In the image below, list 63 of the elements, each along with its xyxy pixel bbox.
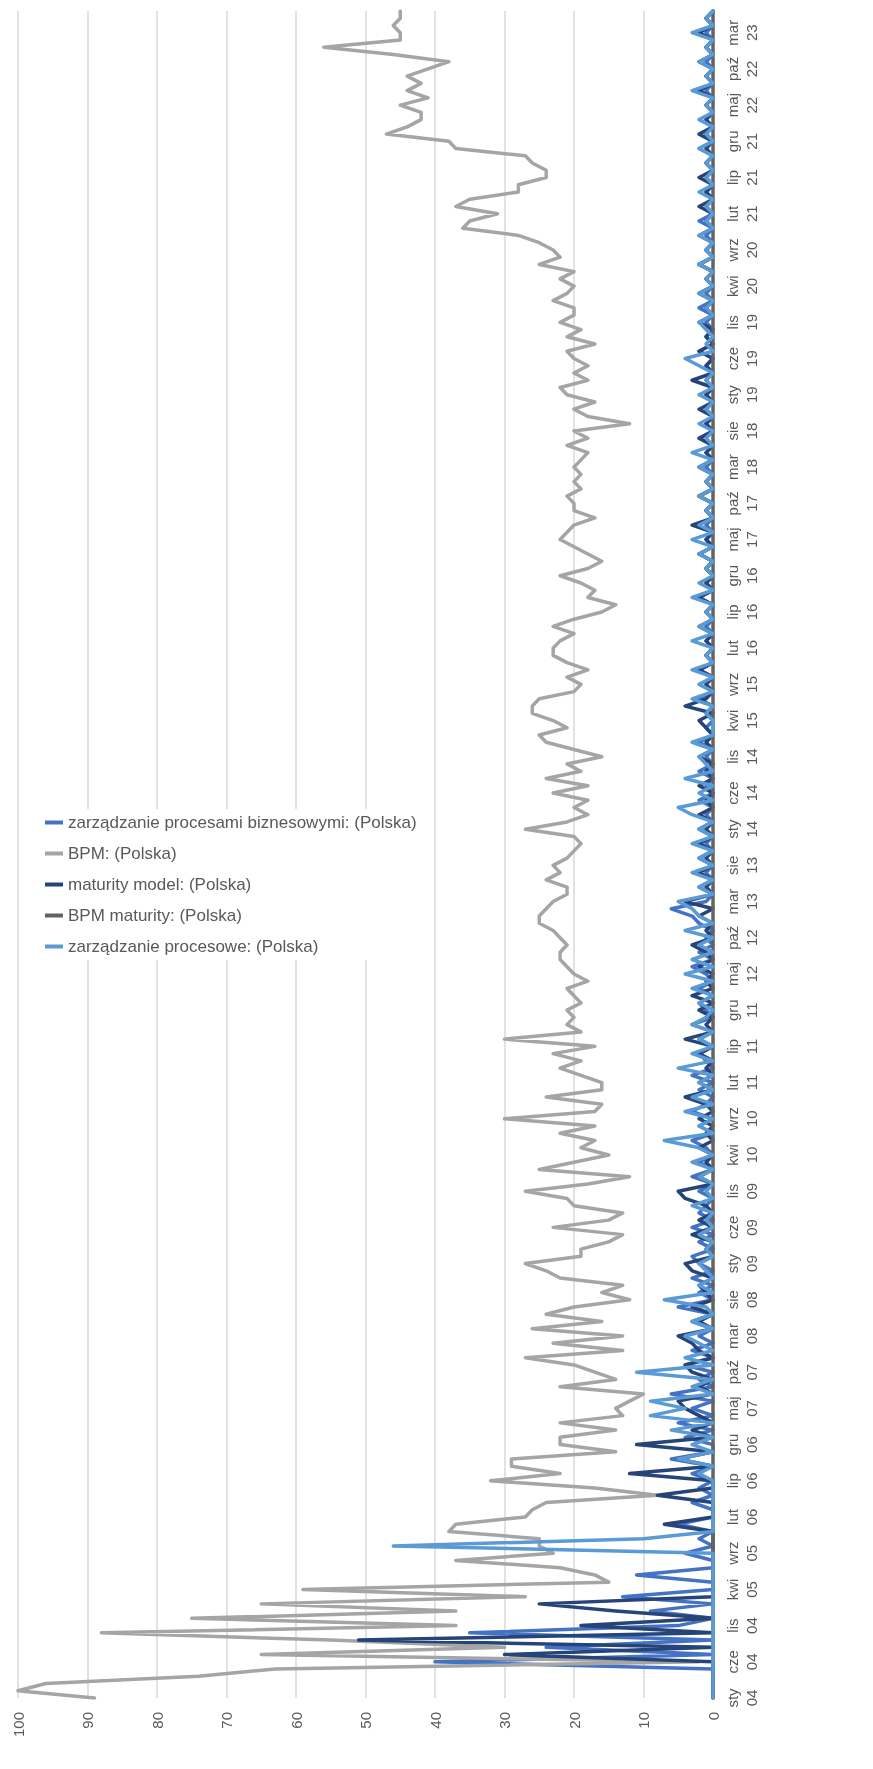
- x-tick-label: 10: [635, 1712, 652, 1729]
- y-tick-label: kwi 20: [724, 275, 760, 297]
- y-tick-label: paź 22: [724, 56, 760, 82]
- y-tick-label: mar 13: [724, 888, 760, 915]
- y-tick-label: lip 06: [724, 1472, 760, 1490]
- y-tick-label: wrz 05: [724, 1541, 760, 1566]
- y-tick-label: paź 17: [724, 491, 760, 516]
- x-tick-label: 70: [218, 1712, 235, 1729]
- y-tick-label: lut 06: [724, 1508, 760, 1526]
- y-tick-label: cze 19: [724, 346, 760, 371]
- y-tick-label: maj 22: [724, 93, 760, 118]
- y-tick-label: lip 16: [724, 603, 760, 621]
- legend-label: maturity model: (Polska): [68, 875, 252, 894]
- legend-label: zarządzanie procesowe: (Polska): [68, 937, 319, 956]
- y-tick-label: gru 21: [724, 130, 760, 153]
- x-tick-label: 50: [357, 1712, 374, 1729]
- y-tick-label: sty 04: [724, 1687, 760, 1708]
- y-tick-label: paź 12: [724, 925, 760, 950]
- y-tick-label: maj 12: [724, 961, 760, 987]
- legend-label: BPM maturity: (Polska): [68, 906, 242, 925]
- y-tick-label: wrz 15: [724, 672, 760, 698]
- y-tick-label: kwi 15: [724, 709, 760, 732]
- y-tick-label: sie 08: [724, 1290, 760, 1310]
- x-tick-label: 100: [9, 1712, 27, 1738]
- x-tick-label: 80: [148, 1712, 166, 1729]
- legend-label: zarządzanie procesami biznesowymi: (Polska): [68, 813, 417, 832]
- x-tick-label: 20: [565, 1712, 583, 1729]
- y-tick-label: maj 17: [724, 527, 760, 552]
- x-tick-label: 40: [426, 1712, 444, 1729]
- y-tick-label: maj 07: [724, 1396, 760, 1421]
- y-tick-label: sie 13: [724, 855, 760, 875]
- y-tick-label: sie 18: [724, 421, 760, 441]
- legend-label: BPM: (Polska): [68, 844, 177, 863]
- y-tick-label: sty 14: [724, 819, 760, 839]
- y-tick-label: kwi 10: [724, 1144, 760, 1166]
- x-tick-label: 60: [287, 1712, 305, 1729]
- x-tick-label: 90: [79, 1712, 96, 1729]
- y-tick-label: wrz 20: [724, 238, 760, 263]
- y-tick-label: mar 08: [724, 1323, 760, 1349]
- y-tick-label: lis 09: [724, 1182, 760, 1200]
- y-tick-label: lut 16: [724, 639, 760, 657]
- y-tick-label: lip 11: [724, 1038, 760, 1055]
- y-tick-label: lut 11: [724, 1073, 760, 1091]
- y-tick-label: cze 09: [724, 1215, 760, 1240]
- x-tick-label: 30: [496, 1712, 513, 1729]
- y-tick-label: paź 07: [724, 1360, 760, 1385]
- y-tick-label: mar 18: [724, 454, 760, 481]
- y-tick-label: sty 19: [724, 384, 760, 405]
- y-tick-label: lis 14: [724, 748, 760, 766]
- y-tick-label: lis 19: [724, 313, 760, 331]
- y-tick-label: gru 06: [724, 1433, 760, 1456]
- y-tick-label: gru 11: [724, 999, 760, 1022]
- y-tick-label: gru 16: [724, 564, 760, 587]
- y-tick-label: lut 21: [724, 204, 760, 223]
- x-tick-label: 0: [704, 1712, 722, 1721]
- y-tick-label: lip 21: [724, 169, 760, 186]
- y-tick-label: kwi 05: [724, 1578, 760, 1601]
- y-tick-label: mar 23: [724, 19, 760, 46]
- y-tick-label: wrz 10: [724, 1107, 760, 1132]
- y-tick-label: sty 09: [724, 1253, 760, 1274]
- y-tick-label: lis 04: [724, 1617, 760, 1634]
- y-tick-label: cze 14: [724, 781, 760, 805]
- y-tick-label: cze 04: [724, 1650, 760, 1674]
